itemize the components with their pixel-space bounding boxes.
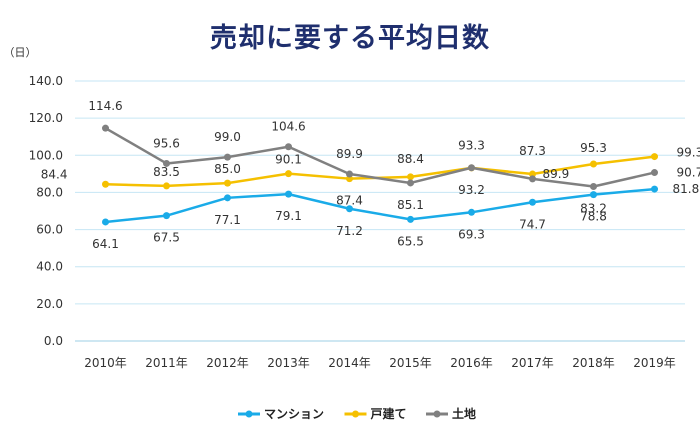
y-axis-unit: （日） bbox=[4, 46, 37, 59]
data-label: 71.2 bbox=[336, 224, 363, 238]
data-point bbox=[529, 198, 536, 206]
data-point bbox=[529, 170, 536, 178]
data-label: 114.6 bbox=[88, 99, 122, 113]
data-label: 89.9 bbox=[543, 167, 570, 181]
y-tick-label: 0.0 bbox=[44, 334, 63, 348]
data-label: 74.7 bbox=[519, 217, 546, 231]
data-label: 85.0 bbox=[214, 162, 241, 176]
data-label: 79.1 bbox=[275, 209, 302, 223]
data-point bbox=[285, 190, 292, 198]
data-point bbox=[163, 212, 170, 220]
legend-item-2: 戸建て bbox=[344, 406, 407, 421]
data-point bbox=[590, 182, 597, 190]
legend-label: 戸建て bbox=[371, 406, 407, 421]
x-tick-label: 2017年 bbox=[511, 356, 554, 370]
y-tick-label: 60.0 bbox=[36, 223, 63, 237]
data-point bbox=[163, 159, 170, 167]
data-point bbox=[346, 205, 353, 213]
data-point bbox=[590, 160, 597, 168]
data-label: 81.8 bbox=[673, 182, 700, 196]
data-labels: 64.1 67.5 77.1 79.1 71.2 65.5 69.3 74.7 78.8 81.8… bbox=[41, 99, 700, 251]
data-point bbox=[590, 191, 597, 199]
data-label: 90.1 bbox=[275, 153, 302, 167]
y-tick-label: 100.0 bbox=[29, 148, 63, 162]
data-label: 104.6 bbox=[271, 120, 305, 134]
data-label: 90.7 bbox=[677, 166, 700, 180]
x-tick-label: 2010年 bbox=[84, 356, 127, 370]
data-point bbox=[285, 170, 292, 178]
data-label: 99.0 bbox=[214, 130, 241, 144]
data-point bbox=[102, 218, 109, 226]
data-point bbox=[468, 208, 475, 216]
y-tick-label: 140.0 bbox=[29, 74, 63, 88]
legend-label: マンション bbox=[264, 407, 324, 421]
data-label: 77.1 bbox=[214, 213, 241, 227]
data-label: 78.8 bbox=[580, 210, 607, 224]
data-point bbox=[346, 170, 353, 178]
data-point bbox=[102, 124, 109, 132]
series-line-3 bbox=[104, 127, 655, 188]
data-point bbox=[285, 143, 292, 151]
data-label: 93.3 bbox=[458, 139, 485, 153]
legend-swatch-marker bbox=[245, 410, 253, 418]
data-label: 83.5 bbox=[153, 165, 180, 179]
data-point bbox=[407, 173, 414, 181]
x-tick-label: 2018年 bbox=[572, 356, 615, 370]
data-label: 84.4 bbox=[41, 167, 68, 181]
data-point bbox=[529, 175, 536, 183]
data-label: 95.6 bbox=[153, 136, 180, 150]
data-point bbox=[224, 179, 231, 187]
data-label: 87.3 bbox=[519, 144, 546, 158]
y-tick-label: 20.0 bbox=[36, 297, 63, 311]
data-label: 64.1 bbox=[92, 237, 119, 251]
y-tick-label: 120.0 bbox=[29, 111, 63, 125]
legend-swatch-marker bbox=[433, 410, 441, 418]
data-point bbox=[407, 215, 414, 223]
legend-item-3: 土地 bbox=[426, 406, 476, 421]
x-tick-label: 2019年 bbox=[633, 356, 676, 370]
data-label: 65.5 bbox=[397, 234, 424, 248]
data-label: 93.2 bbox=[458, 183, 485, 197]
legend-swatch-marker bbox=[352, 410, 359, 418]
series-line-1 bbox=[105, 187, 655, 224]
data-label: 83.2 bbox=[580, 201, 607, 215]
chart-title: 売却に要する平均日数 bbox=[210, 23, 490, 54]
data-point bbox=[468, 164, 475, 172]
data-point bbox=[651, 185, 658, 193]
legend: マンション 戸建て 土地 bbox=[238, 406, 476, 421]
data-label: 85.1 bbox=[397, 198, 424, 212]
x-tick-label: 2016年 bbox=[450, 356, 493, 370]
y-tick-label: 40.0 bbox=[36, 260, 63, 274]
data-label: 67.5 bbox=[153, 231, 180, 245]
series-lines bbox=[102, 124, 658, 226]
data-point bbox=[163, 182, 170, 190]
data-label: 69.3 bbox=[458, 227, 485, 241]
x-tick-label: 2011年 bbox=[145, 356, 188, 370]
legend-item-1: マンション bbox=[238, 407, 324, 421]
y-tick-label: 80.0 bbox=[36, 185, 63, 199]
legend-label: 土地 bbox=[452, 406, 476, 421]
data-point bbox=[224, 194, 231, 202]
x-tick-label: 2014年 bbox=[328, 356, 371, 370]
data-point bbox=[102, 180, 109, 188]
gridlines bbox=[75, 80, 685, 342]
data-point bbox=[651, 153, 658, 161]
data-label: 95.3 bbox=[580, 141, 607, 155]
data-point bbox=[407, 179, 414, 187]
x-tick-label: 2012年 bbox=[206, 356, 249, 370]
data-point bbox=[651, 169, 658, 177]
data-label: 99.3 bbox=[677, 146, 700, 160]
data-label: 87.4 bbox=[336, 194, 363, 208]
data-label: 88.4 bbox=[397, 152, 424, 166]
data-point bbox=[224, 153, 231, 161]
data-label: 89.9 bbox=[336, 147, 363, 161]
x-tick-label: 2015年 bbox=[389, 356, 432, 370]
axes: 0.0 20.0 40.0 60.0 80.0 100.0 120.0 140.0 （日） 201… bbox=[4, 46, 676, 370]
x-tick-label: 2013年 bbox=[267, 356, 310, 370]
